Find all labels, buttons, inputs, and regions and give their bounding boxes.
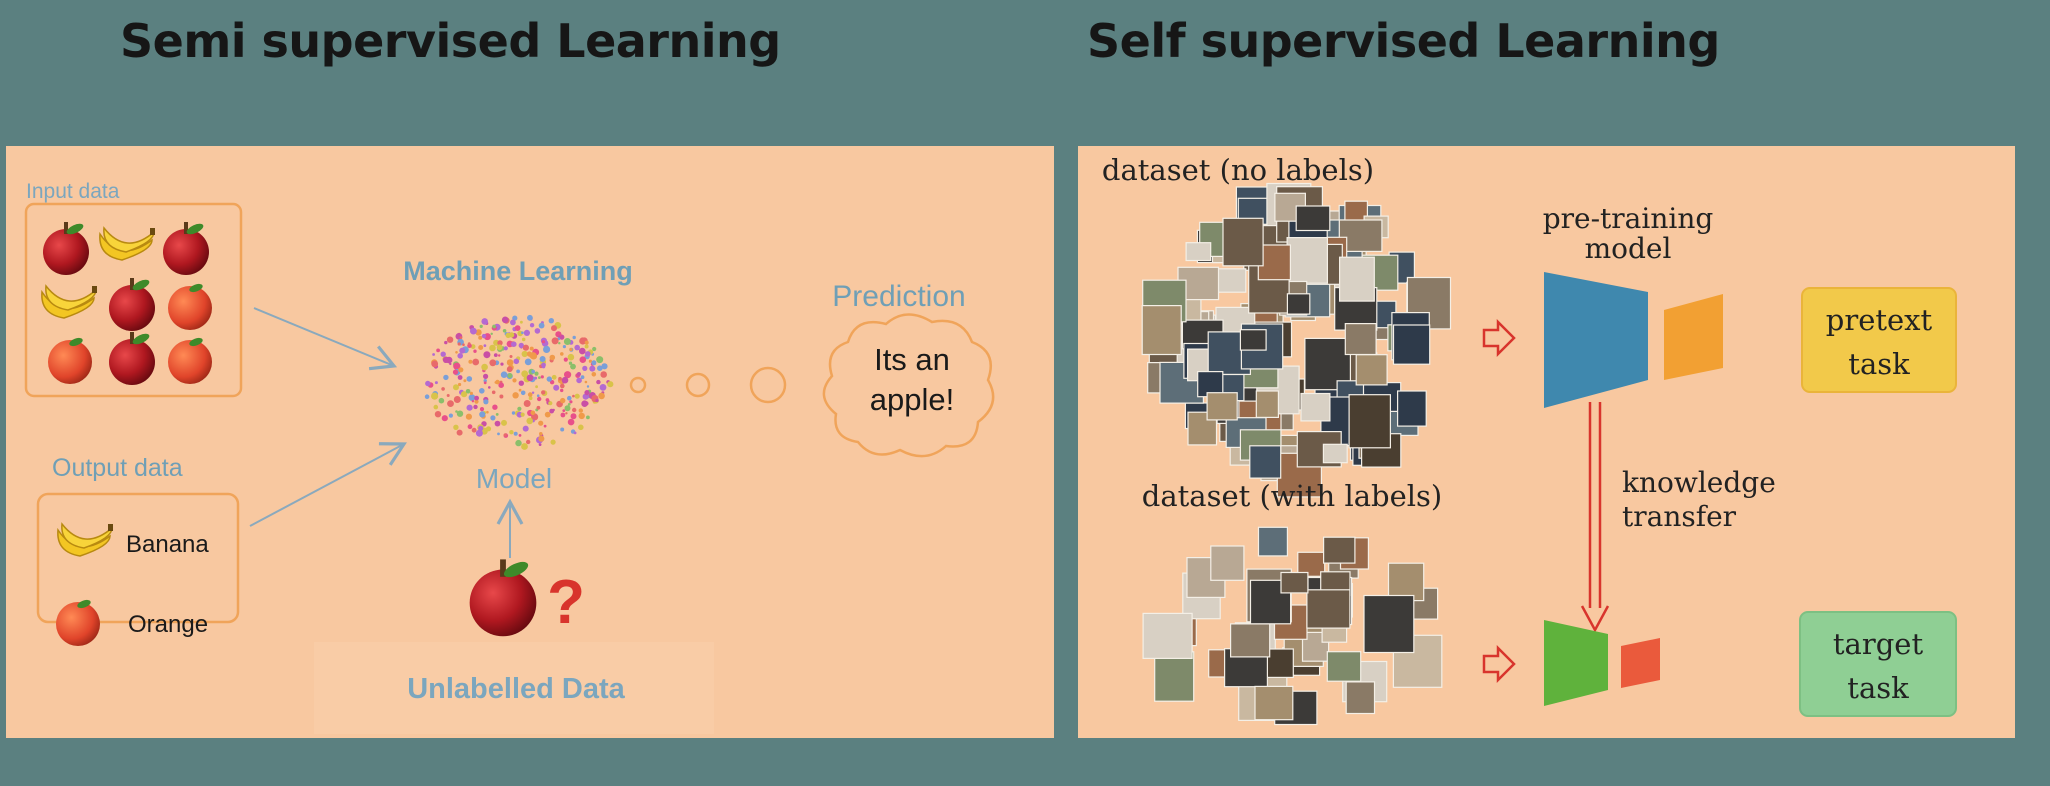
unlabelled-area bbox=[314, 642, 714, 734]
thought-dot-small bbox=[629, 376, 647, 394]
orange-icon bbox=[168, 282, 212, 330]
output-data-label: Output data bbox=[52, 454, 183, 482]
knowledge-transfer-line1: knowledge bbox=[1622, 466, 1776, 499]
title-self-supervised: Self supervised Learning bbox=[1087, 14, 1720, 68]
prediction-label: Prediction bbox=[832, 280, 965, 313]
output-data-box bbox=[36, 492, 240, 624]
target-task-box bbox=[1799, 611, 1957, 717]
pretext-task-line2: task bbox=[1848, 347, 1910, 381]
title-semi-supervised: Semi supervised Learning bbox=[120, 14, 781, 68]
banana-icon bbox=[41, 285, 98, 319]
question-mark-icon: ? bbox=[547, 568, 585, 637]
orange-icon bbox=[168, 336, 212, 384]
apple-icon bbox=[43, 221, 89, 275]
apple-icon bbox=[109, 277, 155, 331]
banana-icon bbox=[57, 523, 114, 557]
banana-icon bbox=[99, 227, 156, 261]
thought-text-line2: apple! bbox=[870, 382, 954, 417]
output-item-orange: Orange bbox=[128, 611, 208, 638]
apple-icon bbox=[469, 558, 537, 637]
thought-dot-large bbox=[749, 366, 787, 404]
input-fruit-grid bbox=[41, 221, 212, 385]
arrow-input-to-model bbox=[253, 307, 398, 371]
input-data-label: Input data bbox=[26, 180, 120, 203]
semi-supervised-diagram: Input data Output data Banana Orange Mac… bbox=[6, 146, 1054, 738]
photo-collage-icon bbox=[1142, 526, 1443, 726]
self-supervised-diagram: dataset (no labels) dataset (with labels… bbox=[1078, 146, 2015, 738]
pretext-task-line1: pretext bbox=[1826, 303, 1933, 337]
dataset-no-labels-label: dataset (no labels) bbox=[1102, 153, 1374, 187]
pretraining-label-line2: model bbox=[1585, 232, 1672, 265]
arrow-down-icon bbox=[1588, 402, 1602, 608]
apple-icon bbox=[163, 221, 209, 275]
input-data-box bbox=[24, 202, 243, 398]
target-task-line2: task bbox=[1847, 671, 1909, 705]
orange-icon bbox=[48, 336, 92, 384]
photo-collage-icon bbox=[1141, 182, 1452, 498]
dataset-with-labels-label: dataset (with labels) bbox=[1142, 479, 1442, 513]
unlabelled-data-label: Unlabelled Data bbox=[407, 673, 625, 705]
thought-dot-medium bbox=[685, 372, 711, 398]
model-label: Model bbox=[476, 463, 552, 494]
encoder-icon bbox=[1544, 620, 1608, 706]
pretext-task-box bbox=[1801, 287, 1957, 393]
target-task-line1: target bbox=[1833, 627, 1924, 661]
pretraining-label-line1: pre-training bbox=[1543, 202, 1714, 235]
output-item-banana: Banana bbox=[126, 531, 209, 558]
thought-cloud-icon bbox=[822, 313, 995, 458]
thought-text-line1: Its an bbox=[874, 342, 950, 377]
head-icon bbox=[1621, 638, 1660, 688]
brain-network-icon bbox=[424, 314, 614, 450]
arrow-output-to-model bbox=[249, 442, 407, 527]
head-icon bbox=[1664, 294, 1723, 380]
encoder-icon bbox=[1544, 272, 1648, 408]
orange-icon bbox=[56, 598, 100, 646]
knowledge-transfer-line2: transfer bbox=[1622, 500, 1737, 533]
machine-learning-label: Machine Learning bbox=[403, 256, 633, 286]
arrow-right-icon bbox=[1482, 318, 1516, 358]
arrow-right-icon bbox=[1482, 644, 1516, 684]
apple-icon bbox=[109, 331, 155, 385]
